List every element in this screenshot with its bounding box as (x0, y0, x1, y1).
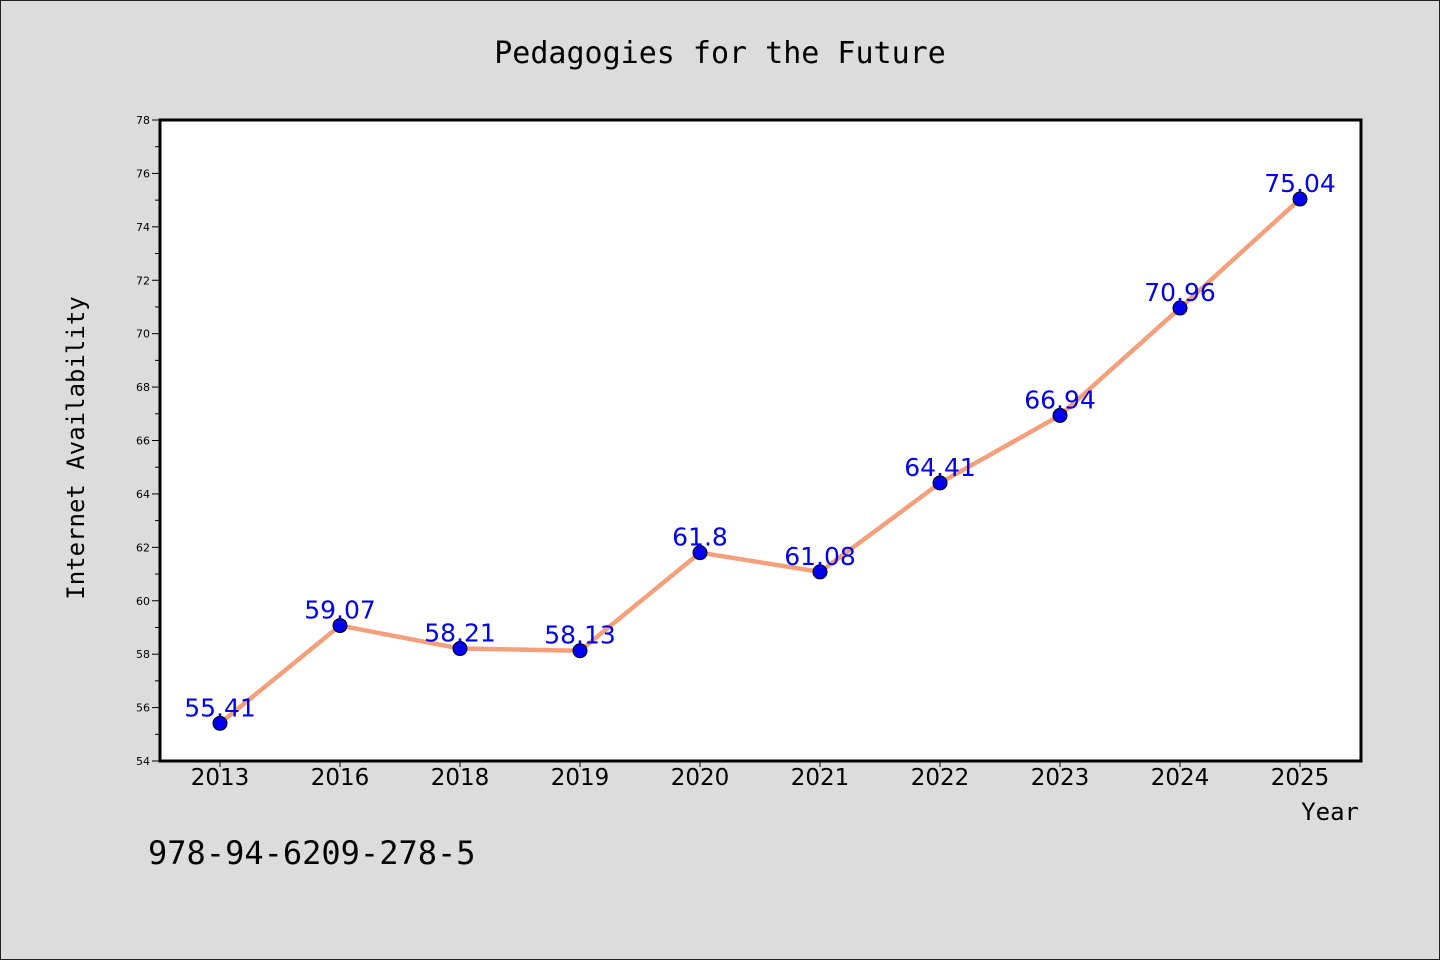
data-label: 59.07 (304, 596, 376, 625)
y-axis: 54 56 58 60 62 64 66 68 70 72 74 76 78 (136, 114, 160, 768)
x-tick-label: 2019 (551, 765, 610, 791)
x-tick-label: 2013 (191, 765, 250, 791)
isbn-footnote: 978-94-6209-278-5 (148, 834, 476, 872)
x-tick-label: 2020 (671, 765, 730, 791)
y-tick-label: 66 (136, 435, 150, 448)
data-point (812, 564, 828, 580)
x-tick-label: 2025 (1271, 765, 1330, 791)
data-point (572, 643, 588, 659)
data-point (452, 641, 468, 657)
data-point (932, 475, 948, 491)
y-tick-label: 60 (136, 595, 150, 608)
data-label: 66.94 (1024, 385, 1096, 414)
series-line (212, 191, 1308, 731)
y-tick-label: 56 (136, 702, 150, 715)
y-tick-label: 70 (136, 328, 150, 341)
series-polyline (217, 196, 1303, 726)
y-tick-label: 76 (136, 167, 150, 180)
data-point (1052, 407, 1068, 423)
x-tick-label: 2022 (911, 765, 970, 791)
x-tick-label: 2023 (1031, 765, 1090, 791)
x-tick-label: 2018 (431, 765, 490, 791)
data-point (212, 715, 228, 731)
data-point (692, 545, 708, 561)
x-tick-label: 2021 (791, 765, 850, 791)
data-label: 58.13 (544, 621, 616, 650)
data-point (1292, 191, 1308, 207)
y-tick-label: 58 (136, 648, 150, 661)
x-axis-label: Year (1301, 798, 1359, 826)
plot-border (158, 118, 1363, 763)
data-label: 61.08 (784, 542, 856, 571)
data-label: 70.96 (1144, 278, 1216, 307)
plot-area (160, 120, 1361, 761)
y-tick-label: 74 (136, 221, 150, 234)
data-labels: 55.41 59.07 58.21 58.13 61.8 61.08 64.41 66.94 7… (184, 169, 1336, 722)
x-tick-label: 2016 (311, 765, 370, 791)
y-tick-label: 54 (136, 755, 150, 768)
data-point (332, 618, 348, 634)
y-tick-label: 62 (136, 541, 150, 554)
data-label: 58.21 (424, 619, 496, 648)
y-tick-label: 68 (136, 381, 150, 394)
y-tick-label: 72 (136, 274, 150, 287)
x-axis: 2013 2016 2018 2019 2020 2021 2022 2023 2024 2025 (191, 761, 1330, 791)
data-point (1172, 300, 1188, 316)
data-label: 55.41 (184, 693, 256, 722)
data-label: 61.8 (672, 523, 728, 552)
x-tick-label: 2024 (1151, 765, 1210, 791)
y-axis-label: Internet Availability (62, 296, 90, 599)
y-tick-label: 78 (136, 114, 150, 127)
data-label: 75.04 (1264, 169, 1336, 198)
data-label: 64.41 (904, 453, 976, 482)
chart-title: Pedagogies for the Future (494, 36, 946, 71)
y-tick-label: 64 (136, 488, 150, 501)
